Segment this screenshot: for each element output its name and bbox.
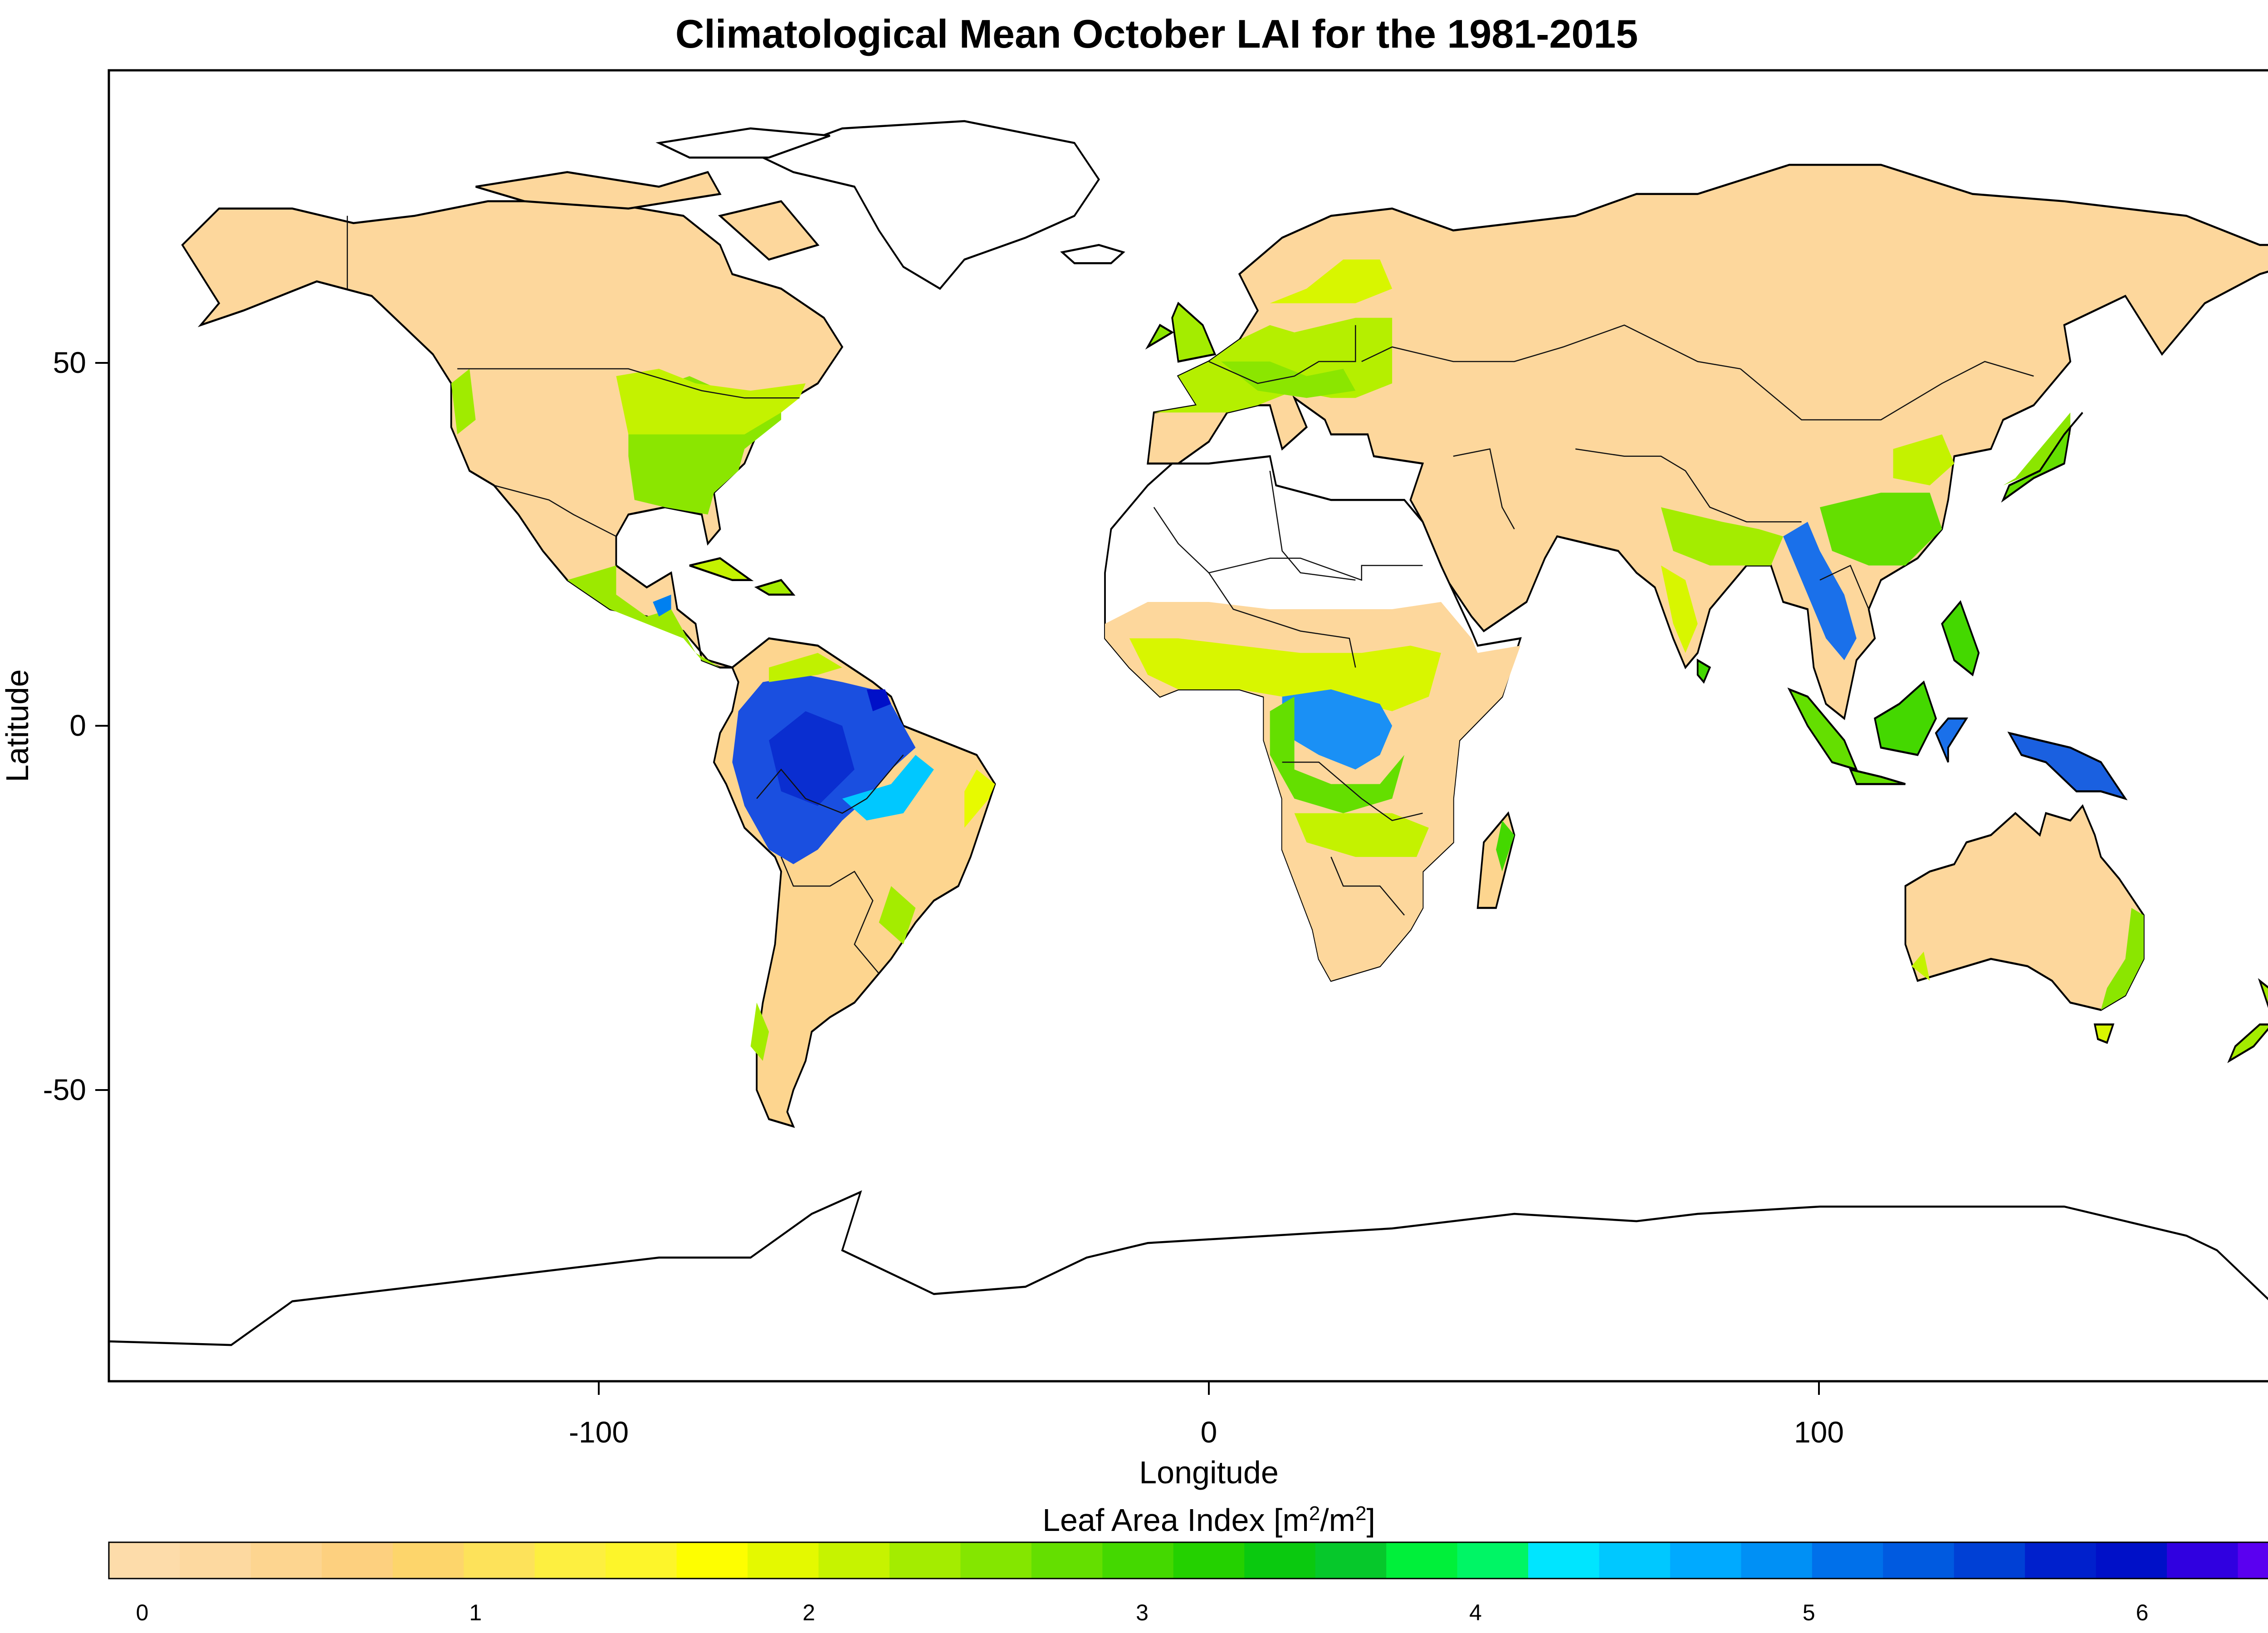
colorbar-swatch [109, 1542, 181, 1579]
eurasia-land [1147, 164, 2268, 720]
colorbar-swatch [2167, 1542, 2239, 1579]
colorbar-swatch [1741, 1542, 1813, 1579]
colorbar-tick-label: 4 [1469, 1600, 1482, 1625]
colorbar-swatch [818, 1542, 890, 1579]
x-tick-label: 100 [1794, 1415, 1844, 1449]
colorbar-swatch [1031, 1542, 1103, 1579]
colorbar-swatch [1883, 1542, 1955, 1579]
map-title: Climatological Mean October LAI for the … [675, 11, 1638, 56]
north-america-land [181, 200, 844, 669]
new-guinea-forest [2007, 731, 2128, 801]
colorbar-tick-label: 1 [469, 1600, 482, 1625]
antarctica-outline [109, 1190, 2268, 1381]
colorbar-swatch [1528, 1542, 1600, 1579]
colorbar-swatch [2096, 1542, 2168, 1579]
y-tick-label: 0 [69, 709, 86, 742]
colorbar-swatch [676, 1542, 748, 1579]
colorbar-swatch [889, 1542, 961, 1579]
colorbar-swatch [606, 1542, 677, 1579]
colorbar-swatch [392, 1542, 464, 1579]
colorbar-swatch [1386, 1542, 1458, 1579]
colorbar-swatch [180, 1542, 251, 1579]
colorbar-swatch [1457, 1542, 1529, 1579]
colorbar-ticks: 0 1 2 3 4 5 6 [136, 1600, 2149, 1625]
colorbar-swatch [1315, 1542, 1387, 1579]
colorbar-swatch [1102, 1542, 1174, 1579]
plot-area [109, 120, 2268, 1381]
australia-land [1904, 804, 2145, 1011]
y-axis: 50 0 -50 Latitude [0, 346, 109, 1106]
colorbar-tick-label: 2 [802, 1600, 815, 1625]
colorbar-swatch [1670, 1542, 1742, 1579]
colorbar-swatch [534, 1542, 606, 1579]
colorbar-swatch [1954, 1542, 2026, 1579]
colorbar-swatch [1599, 1542, 1671, 1579]
y-axis-label: Latitude [0, 669, 35, 782]
southeast-asia-forest [1783, 522, 1857, 660]
colorbar-swatch [2025, 1542, 2097, 1579]
colorbar-swatch [464, 1542, 535, 1579]
x-tick-label: 0 [1201, 1415, 1217, 1449]
greenland-outline [760, 120, 1100, 290]
colorbar-swatch [322, 1542, 393, 1579]
y-tick-label: -50 [43, 1073, 86, 1106]
colorbar-swatch [1244, 1542, 1316, 1579]
colorbar-swatches [109, 1542, 2268, 1579]
congo-forest [1282, 689, 1393, 770]
colorbar-swatch [748, 1542, 819, 1579]
x-axis-label: Longitude [1139, 1455, 1279, 1490]
colorbar-swatch [960, 1542, 1032, 1579]
x-axis: -100 0 100 Longitude [569, 1381, 1844, 1490]
colorbar-swatch [250, 1542, 323, 1579]
colorbar-tick-label: 6 [2136, 1600, 2149, 1625]
colorbar-tick-label: 3 [1136, 1600, 1149, 1625]
colorbar-title: Leaf Area Index [m2/m2] [1042, 1502, 1375, 1538]
colorbar-tick-label: 0 [136, 1600, 149, 1625]
colorbar-frame [108, 1541, 2268, 1579]
y-tick-label: 50 [53, 346, 86, 379]
x-tick-label: -100 [569, 1415, 629, 1449]
colorbar-swatch [1173, 1542, 1245, 1579]
colorbar-swatch [1812, 1542, 1884, 1579]
colorbar: Leaf Area Index [m2/m2] 0 1 2 3 4 5 6 [108, 1502, 2268, 1625]
colorbar-swatch [2238, 1542, 2268, 1579]
colorbar-tick-label: 5 [1803, 1600, 1815, 1625]
